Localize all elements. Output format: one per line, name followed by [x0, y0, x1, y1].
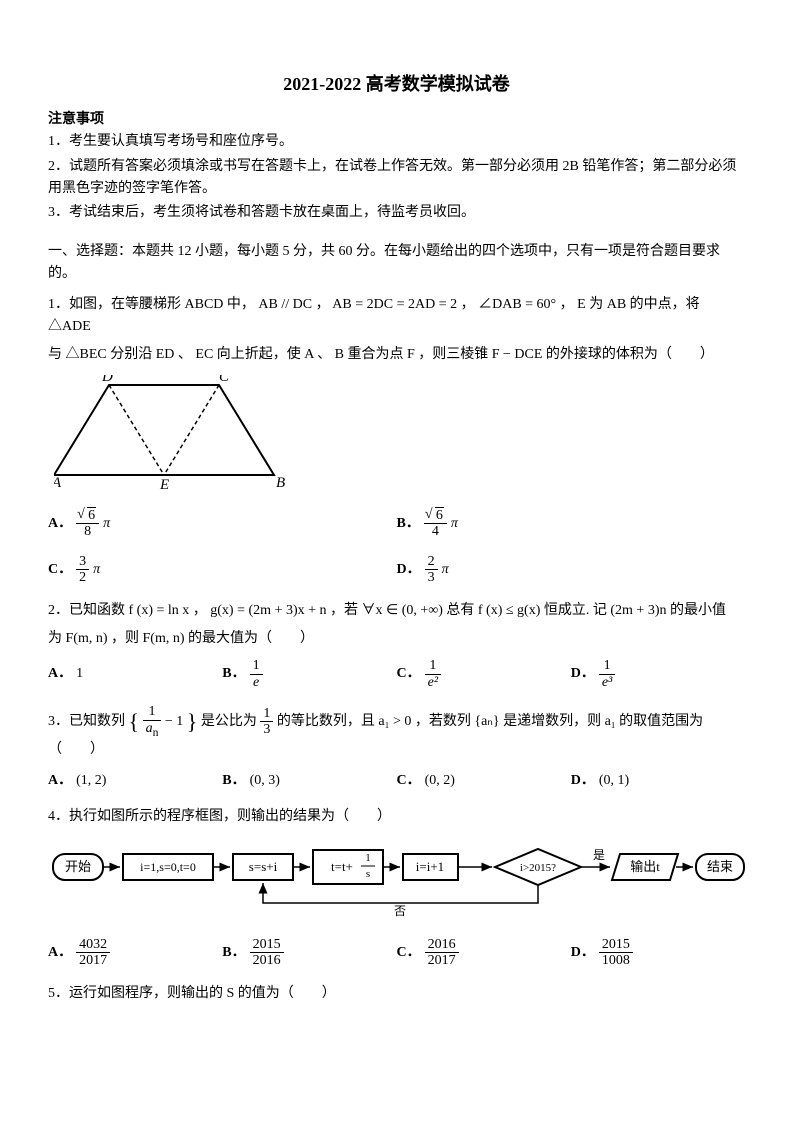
section1-note: 一、选择题：本题共 12 小题，每小题 5 分，共 60 分。在每小题给出的四个… — [48, 241, 745, 286]
notice-line: 2．试题所有答案必须填涂或书写在答题卡上，在试卷上作答无效。第一部分必须用 2B… — [48, 156, 745, 201]
question-2: 2．已知函数 f (x) = ln x ， g(x) = (2m + 3)x +… — [48, 600, 745, 651]
opt-label: B． — [222, 663, 245, 685]
fraction: 20162017 — [425, 937, 459, 969]
q4-opt-d: D．20151008 — [571, 937, 745, 969]
fraction: 3 2 — [76, 554, 89, 586]
opt-value: (1, 2) — [76, 770, 106, 792]
opt-label: D． — [571, 770, 595, 792]
q1-opt-d: D． 2 3 π — [397, 554, 746, 586]
fraction: 40322017 — [76, 937, 110, 969]
opt-label: C． — [397, 770, 421, 792]
opt-value: (0, 3) — [250, 770, 280, 792]
q3-opt-d: D．(0, 1) — [571, 770, 745, 792]
q1-line2: 与 △BEC 分别沿 ED 、 EC 向上折起，使 A 、 B 重合为点 F ，… — [48, 344, 745, 366]
svg-text:C: C — [219, 375, 230, 385]
opt-label: A． — [48, 513, 72, 535]
pi-symbol: π — [93, 559, 100, 581]
opt-value: (0, 2) — [425, 770, 455, 792]
fraction: 20151008 — [599, 937, 633, 969]
fraction: 13 — [260, 706, 273, 738]
q2-opt-a: A． 1 — [48, 663, 222, 685]
flow-acc: s=s+i — [249, 859, 278, 874]
q3-opt-b: B．(0, 3) — [222, 770, 396, 792]
q1-options-row2: C． 3 2 π D． 2 3 π — [48, 554, 745, 586]
opt-label: C． — [397, 663, 421, 685]
flow-out: 输出t — [630, 859, 660, 874]
opt-label: A． — [48, 942, 72, 964]
q4-flowchart: 开始 i=1,s=0,t=0 s=s+i t=t+ 1 s i=i+1 i>20… — [48, 839, 745, 927]
flow-cond: i>2015? — [520, 862, 556, 874]
q3-prefix: 3．已知数列 — [48, 714, 125, 729]
opt-label: D． — [571, 663, 595, 685]
q1-trapezoid-figure: A B E D C — [54, 375, 745, 498]
svg-text:E: E — [159, 477, 169, 490]
opt-label: D． — [571, 942, 595, 964]
svg-text:D: D — [101, 375, 113, 385]
fraction: 1e — [250, 658, 263, 690]
question-1: 1．如图，在等腰梯形 ABCD 中， AB // DC ， AB = 2DC =… — [48, 294, 745, 367]
fraction: 1e³ — [599, 658, 615, 690]
q4-opt-a: A．40322017 — [48, 937, 222, 969]
svg-text:A: A — [54, 475, 62, 490]
flow-inc: i=i+1 — [416, 859, 444, 874]
pi-symbol: π — [103, 513, 110, 535]
pi-symbol: π — [442, 559, 449, 581]
fraction: 1 an — [143, 704, 162, 739]
fraction: 6 8 — [76, 508, 99, 540]
flow-end: 结束 — [707, 859, 733, 874]
opt-label: A． — [48, 663, 72, 685]
flow-start: 开始 — [65, 859, 91, 874]
q2-line1: 2．已知函数 f (x) = ln x ， g(x) = (2m + 3)x +… — [48, 600, 745, 622]
opt-label: D． — [397, 559, 421, 581]
q1-opt-a: A． 6 8 π — [48, 508, 397, 540]
opt-value: 1 — [76, 663, 83, 685]
question-4: 4．执行如图所示的程序框图，则输出的结果为（ ） — [48, 806, 745, 828]
question-5: 5．运行如图程序，则输出的 S 的值为（ ） — [48, 983, 745, 1005]
notice-line: 3．考试结束后，考生须将试卷和答题卡放在桌面上，待监考员收回。 — [48, 202, 745, 224]
notice-line: 1．考生要认真填写考场号和座位序号。 — [48, 131, 745, 153]
q3-options: A．(1, 2) B．(0, 3) C．(0, 2) D．(0, 1) — [48, 770, 745, 792]
q2-opt-d: D． 1e³ — [571, 658, 745, 690]
flow-init: i=1,s=0,t=0 — [140, 860, 196, 874]
pi-symbol: π — [451, 513, 458, 535]
fraction: 6 4 — [424, 508, 447, 540]
opt-value: (0, 1) — [599, 770, 629, 792]
q2-line2: 为 F(m, n) ，则 F(m, n) 的最大值为（ ） — [48, 628, 745, 650]
fraction: 20152016 — [250, 937, 284, 969]
opt-label: C． — [397, 942, 421, 964]
opt-label: B． — [222, 942, 245, 964]
page-title: 2021-2022 高考数学模拟试卷 — [48, 70, 745, 99]
q2-opt-b: B． 1e — [222, 658, 396, 690]
opt-label: A． — [48, 770, 72, 792]
question-3: 3．已知数列 { 1 an − 1 } 是公比为 13 的等比数列，且 a₁ >… — [48, 704, 745, 762]
flow-no: 否 — [394, 904, 406, 918]
q2-options: A． 1 B． 1e C． 1e² D． 1e³ — [48, 658, 745, 690]
q4-options: A．40322017 B．20152016 C．20162017 D．20151… — [48, 937, 745, 969]
svg-text:s: s — [366, 868, 370, 880]
flow-yes: 是 — [593, 848, 605, 862]
notice-heading: 注意事项 — [48, 109, 745, 131]
q1-opt-b: B． 6 4 π — [397, 508, 746, 540]
q3-mid1: 是公比为 — [201, 714, 257, 729]
flow-tstep-prefix: t=t+ — [331, 859, 353, 874]
svg-text:1: 1 — [365, 852, 371, 864]
q2-opt-c: C． 1e² — [397, 658, 571, 690]
q4-opt-b: B．20152016 — [222, 937, 396, 969]
q3-opt-a: A．(1, 2) — [48, 770, 222, 792]
fraction: 1e² — [425, 658, 441, 690]
opt-label: B． — [397, 513, 420, 535]
q1-opt-c: C． 3 2 π — [48, 554, 397, 586]
q1-line1: 1．如图，在等腰梯形 ABCD 中， AB // DC ， AB = 2DC =… — [48, 294, 745, 339]
opt-label: B． — [222, 770, 245, 792]
opt-label: C． — [48, 559, 72, 581]
q3-opt-c: C．(0, 2) — [397, 770, 571, 792]
q4-opt-c: C．20162017 — [397, 937, 571, 969]
minus-one: − 1 — [165, 714, 183, 729]
svg-text:B: B — [276, 475, 285, 490]
fraction: 2 3 — [425, 554, 438, 586]
q1-options-row1: A． 6 8 π B． 6 4 π — [48, 508, 745, 540]
